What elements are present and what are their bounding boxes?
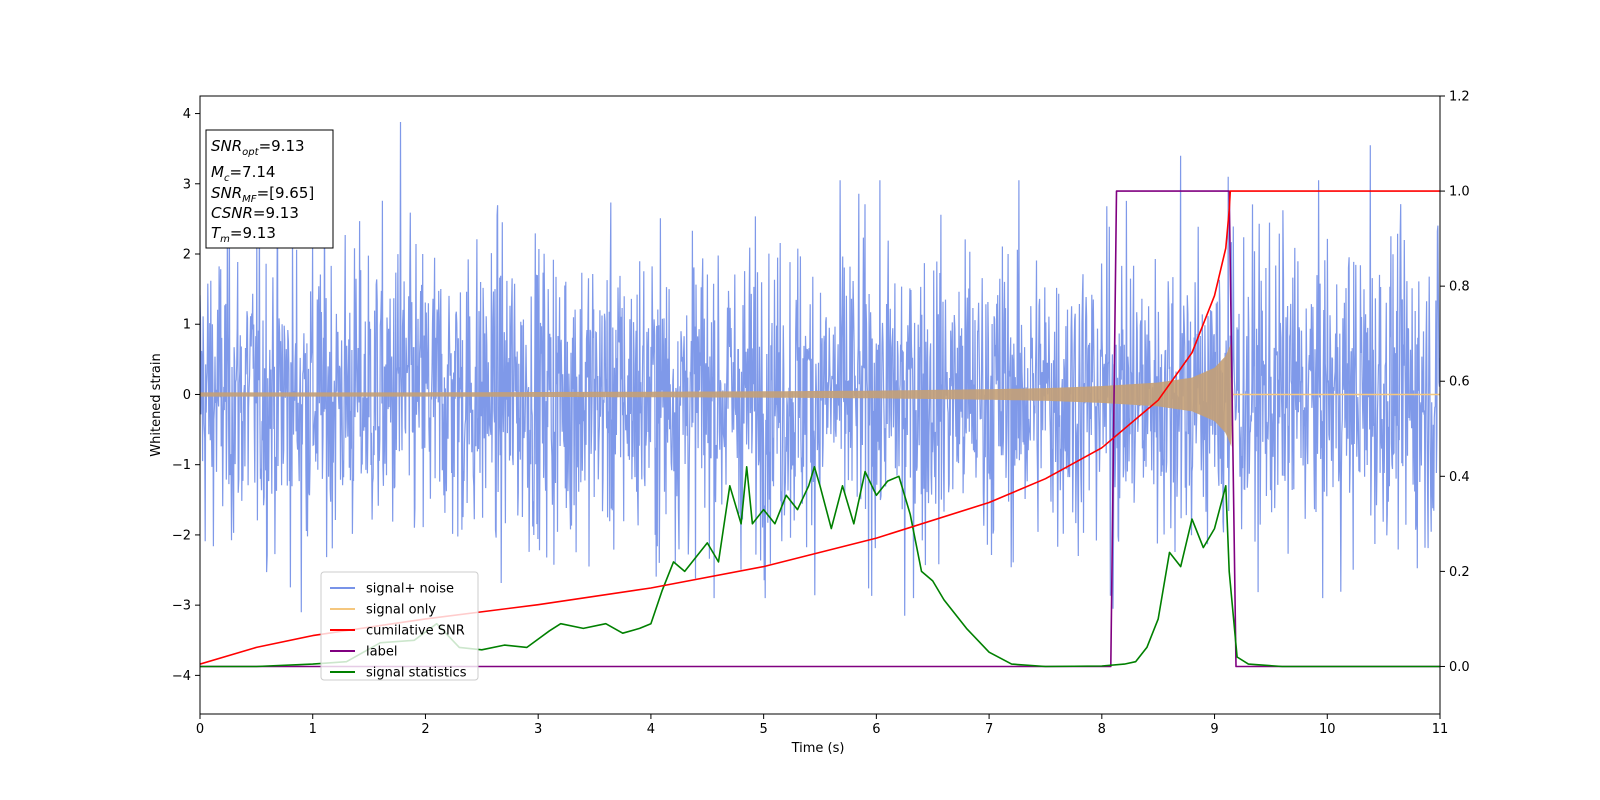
plot-frame xyxy=(199,95,1441,715)
y-tick-label: −1 xyxy=(172,458,191,473)
info-tm: Tm=9.13 xyxy=(211,224,276,245)
info-snr-opt: SNRopt=9.13 xyxy=(211,137,305,158)
legend-frame xyxy=(320,571,479,681)
y-axis-ticks: −4 −3 −2 −1 0 1 2 3 4 xyxy=(172,107,200,684)
x-axis-label: Time (s) xyxy=(791,741,845,756)
x-tick-label: 7 xyxy=(985,722,993,737)
legend-entry: signal statistics xyxy=(366,666,467,681)
y2-tick-label: 0.4 xyxy=(1449,470,1470,485)
y2-tick-label: 0.8 xyxy=(1449,280,1470,295)
label-line xyxy=(200,190,1440,668)
y-tick-label: −3 xyxy=(172,599,191,614)
x-tick-label: 8 xyxy=(1098,722,1106,737)
x-tick-label: 4 xyxy=(647,722,655,737)
signal-only-series xyxy=(200,342,1440,447)
signal-only-envelope xyxy=(200,342,1440,447)
info-box: SNRopt=9.13 Mc=7.14 SNRMF=[9.65] CSNR=9.… xyxy=(205,129,334,249)
legend: signal+ noise signal only cumilative SNR la… xyxy=(320,571,479,681)
info-csnr: CSNR=9.13 xyxy=(211,204,299,222)
legend-entry: cumilative SNR xyxy=(366,624,465,639)
y-tick-label: 1 xyxy=(183,318,191,333)
legend-entry: signal+ noise xyxy=(366,582,454,597)
y-tick-label: 2 xyxy=(183,248,191,263)
info-box-frame xyxy=(205,129,334,249)
x-tick-label: 6 xyxy=(872,722,880,737)
x-tick-label: 5 xyxy=(759,722,767,737)
y-tick-label: 4 xyxy=(183,107,191,122)
y2-tick-label: 0.6 xyxy=(1449,375,1470,390)
legend-entry: signal only xyxy=(366,603,436,618)
info-mc: Mc=7.14 xyxy=(211,163,275,184)
y2-tick-label: 1.2 xyxy=(1449,90,1470,105)
info-snr-mf: SNRMF=[9.65] xyxy=(211,184,314,205)
legend-entry: label xyxy=(366,645,397,660)
y-tick-label: −4 xyxy=(172,669,191,684)
x-axis-ticks: 0 1 2 3 4 5 6 7 8 9 10 11 xyxy=(196,714,1448,737)
x-tick-label: 9 xyxy=(1210,722,1218,737)
y2-tick-label: 1.0 xyxy=(1449,185,1470,200)
x-tick-label: 11 xyxy=(1432,722,1449,737)
y2-tick-label: 0.0 xyxy=(1449,660,1470,675)
x-tick-label: 0 xyxy=(196,722,204,737)
x-tick-label: 3 xyxy=(534,722,542,737)
y2-tick-label: 0.2 xyxy=(1449,565,1470,580)
y-tick-label: −2 xyxy=(172,528,191,543)
signal-statistics-line xyxy=(200,465,1440,668)
y-axis-label: Whitened strain xyxy=(149,353,164,456)
x-tick-label: 2 xyxy=(421,722,429,737)
x-tick-label: 1 xyxy=(309,722,317,737)
x-tick-label: 10 xyxy=(1319,722,1336,737)
y-tick-label: 0 xyxy=(183,388,191,403)
y-tick-label: 3 xyxy=(183,177,191,192)
y2-axis-ticks: 0.0 0.2 0.4 0.6 0.8 1.0 1.2 xyxy=(1440,90,1470,675)
